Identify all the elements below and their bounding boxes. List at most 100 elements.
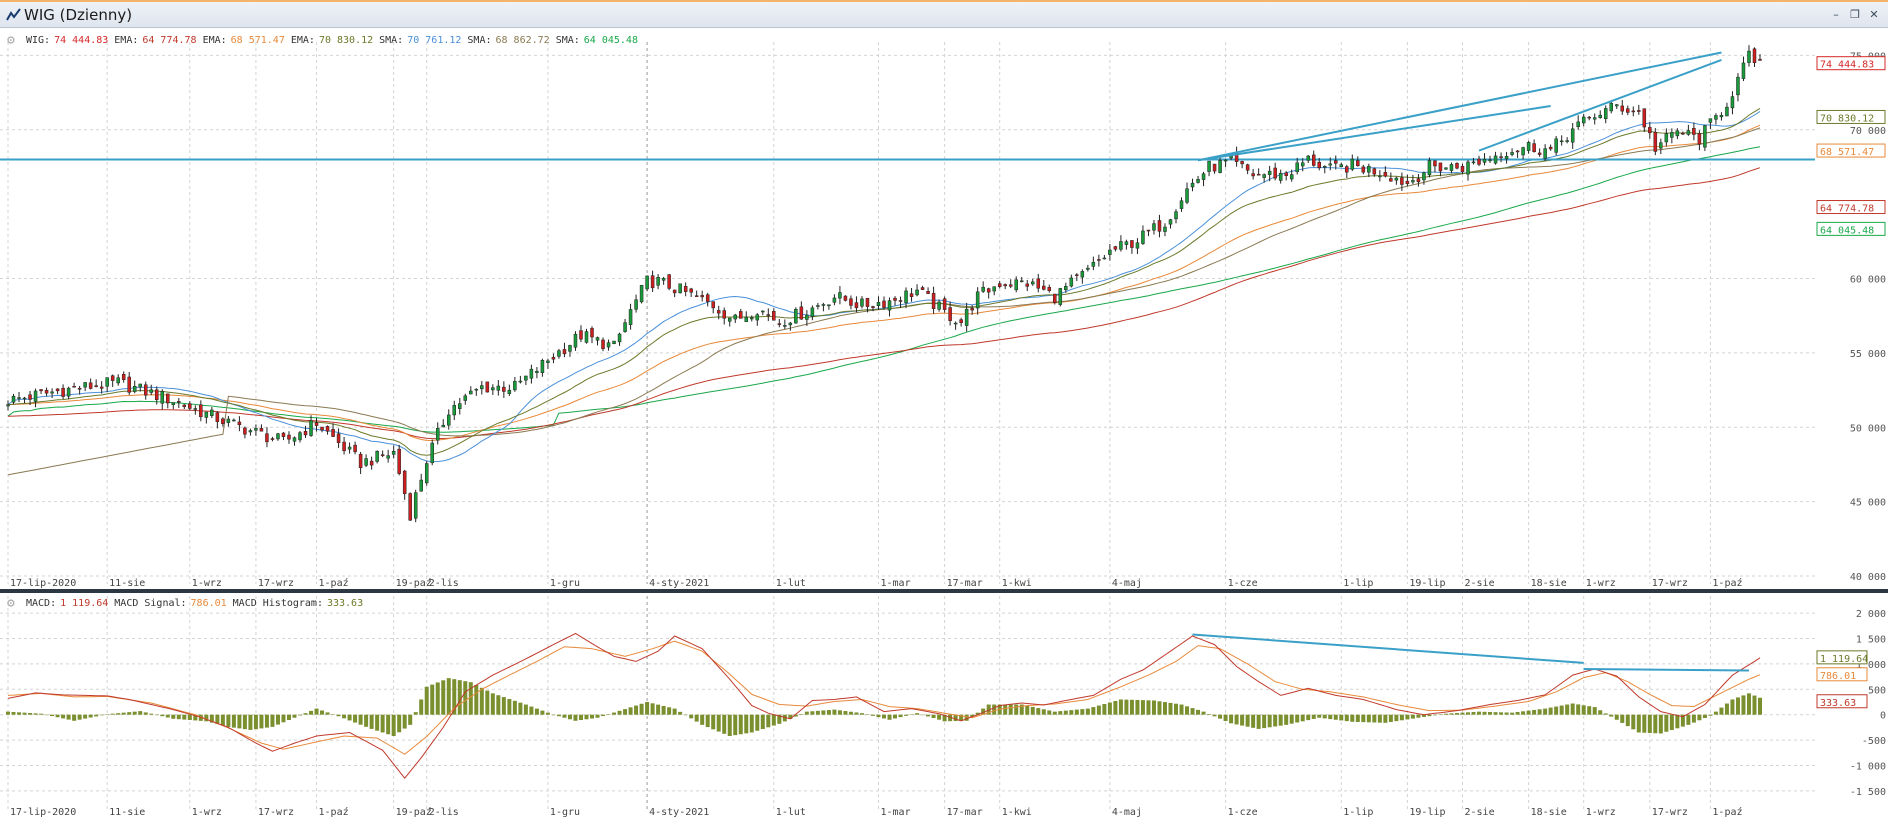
candle-body (1697, 133, 1702, 145)
candle-body (474, 388, 479, 391)
candle-body (727, 317, 732, 322)
candle-body (1587, 116, 1591, 119)
macd-histogram-bar (540, 710, 545, 715)
macd-tag-box (1816, 694, 1868, 709)
candle-body (876, 302, 881, 306)
candle-body (656, 276, 660, 286)
candle-body (1741, 62, 1746, 79)
restore-button[interactable]: ❐ (1850, 8, 1860, 21)
candle-body (887, 300, 892, 311)
close-button[interactable]: ✕ (1869, 8, 1879, 21)
macd-histogram-bar (1278, 714, 1283, 726)
candle-body (1008, 284, 1013, 287)
macd-histogram-bar (1140, 700, 1145, 715)
trendline[interactable] (1197, 105, 1551, 162)
macd-histogram-bar (28, 713, 33, 715)
x-tick-label: 17-wrz (1652, 578, 1688, 589)
macd-histogram-bar (1383, 714, 1388, 723)
macd-histogram-bar (507, 698, 512, 715)
candle-body (485, 381, 490, 393)
candle-body (298, 432, 302, 441)
macd-histogram-bar (634, 705, 639, 715)
candle-body (1394, 177, 1399, 181)
candle-body (838, 292, 842, 299)
candle-body (1427, 160, 1432, 176)
candle-body (199, 404, 203, 418)
macd-histogram-bar (804, 711, 809, 715)
candle-body (1207, 160, 1211, 172)
settings-icon[interactable]: ⚙ (7, 33, 15, 48)
legend-label: MACD: (26, 598, 56, 609)
y-tick-label: 50 000 (1850, 423, 1886, 434)
candle-body (1262, 174, 1266, 178)
candle-body (832, 297, 837, 303)
macd-legend: MACD: 1 119.64 MACD Signal: 786.01 MACD Hist… (26, 598, 363, 609)
candle-body (1565, 140, 1569, 142)
candle-body (683, 286, 688, 292)
macd-x-tick-label: 4-sty-2021 (649, 807, 709, 818)
minimize-button[interactable]: – (1833, 8, 1839, 21)
macd-trendline[interactable] (1192, 633, 1584, 664)
macd-histogram-bar (1041, 709, 1046, 715)
candle-body (623, 322, 627, 332)
macd-histogram-bar (55, 714, 60, 718)
candle-body (380, 454, 385, 456)
sma-slow-line (7, 146, 1761, 433)
macd-histogram-bar (887, 714, 892, 720)
macd-histogram-bar (1653, 714, 1658, 734)
x-tick-label: 1-paź (319, 577, 349, 589)
macd-histogram-bar (1735, 697, 1740, 715)
candle-body (155, 389, 159, 401)
candle-body (739, 311, 743, 319)
legend-label: EMA: (291, 35, 315, 46)
macd-histogram-bar (1416, 714, 1421, 718)
macd-histogram-bar (1355, 714, 1360, 722)
macd-histogram-bar (149, 713, 154, 715)
candle-body (1659, 142, 1663, 149)
candle-body (882, 300, 886, 308)
macd-trendline[interactable] (1583, 668, 1749, 672)
candle-body (920, 287, 925, 290)
trendline[interactable] (1197, 51, 1722, 162)
candle-body (77, 388, 82, 390)
candle-body (1003, 284, 1007, 287)
candle-body (94, 385, 98, 387)
macd-histogram-bar (601, 714, 606, 717)
ema-slow-line (7, 167, 1761, 440)
candle-body (953, 322, 958, 325)
macd-histogram-bar (94, 714, 99, 717)
candle-body (1626, 108, 1630, 113)
macd-histogram-bar (39, 713, 44, 715)
candle-body (292, 437, 297, 442)
candle-body (816, 305, 820, 307)
candle-body (1603, 108, 1608, 120)
macd-histogram-bar (430, 684, 435, 715)
macd-histogram-bar (893, 714, 898, 719)
candle-body (303, 430, 308, 436)
macd-histogram-bar (672, 708, 677, 715)
trendline[interactable] (1478, 58, 1722, 152)
candle-body (424, 463, 429, 484)
macd-histogram-bar (937, 714, 942, 720)
candle-body (127, 376, 131, 393)
candle-body (1422, 172, 1426, 181)
macd-histogram-bar (22, 712, 27, 715)
macd-histogram-bar (1515, 711, 1520, 715)
candle-body (1047, 287, 1052, 291)
candle-body (1515, 150, 1520, 153)
panel-separator (0, 589, 1888, 593)
macd-histogram-bar (1157, 701, 1162, 715)
settings-icon[interactable]: ⚙ (7, 596, 15, 611)
macd-histogram-bar (573, 714, 578, 721)
candle-body (1334, 160, 1338, 164)
ema-mid-line (7, 124, 1761, 442)
candle-body (110, 375, 115, 381)
macd-histogram-bar (1025, 705, 1030, 715)
macd-x-tick-label: 19-lip (1409, 807, 1445, 818)
macd-histogram-bar (1554, 706, 1559, 715)
candle-body (893, 297, 897, 301)
candle-body (1543, 148, 1547, 159)
macd-histogram-bar (722, 714, 727, 734)
